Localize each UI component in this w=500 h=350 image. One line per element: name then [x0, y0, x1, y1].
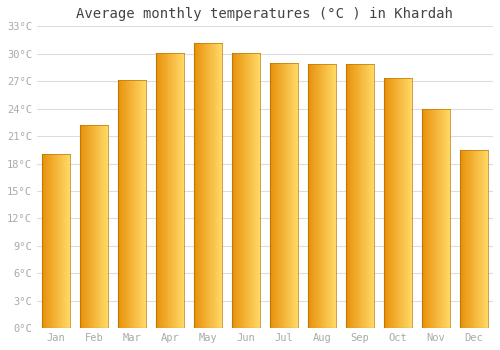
Title: Average monthly temperatures (°C ) in Khardah: Average monthly temperatures (°C ) in Kh…: [76, 7, 454, 21]
